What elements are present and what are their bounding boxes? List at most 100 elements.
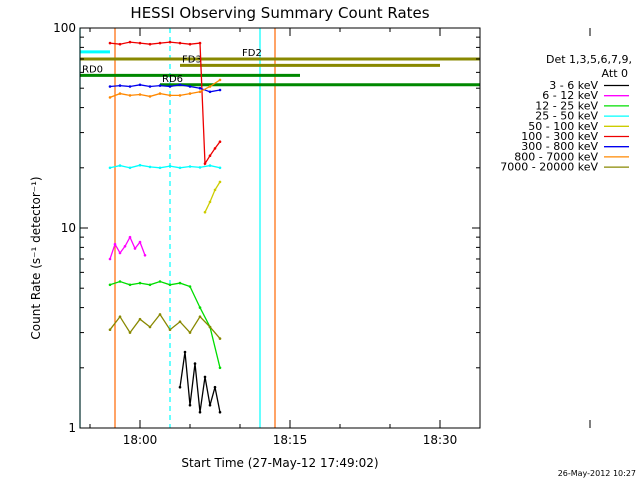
y-tick-label-2: 100 <box>53 21 76 35</box>
series-8-point-3 <box>138 317 142 321</box>
series-5-point-6 <box>168 40 172 44</box>
series-0-point-4 <box>198 410 202 414</box>
series-0-point-7 <box>213 385 217 389</box>
series-6-point-5 <box>158 84 162 87</box>
series-line-7 <box>109 79 221 99</box>
series-line-5 <box>109 41 221 166</box>
series-5-point-5 <box>158 41 162 45</box>
series-1-point-1 <box>113 242 117 246</box>
series-7-point-8 <box>188 92 192 95</box>
series-6-point-9 <box>198 86 202 90</box>
x-tick-label-1: 18:15 <box>273 433 308 447</box>
series-2-point-9 <box>198 306 202 309</box>
legend-label-0: 3 - 6 keV <box>549 79 598 92</box>
series-6-point-6 <box>168 85 172 88</box>
series-3-point-3 <box>138 163 142 167</box>
y-axis-label: Count Rate (s⁻¹ detector⁻¹) <box>29 176 43 339</box>
series-3-point-5 <box>158 166 162 170</box>
series-5-point-1 <box>118 42 122 46</box>
series-1-point-4 <box>128 235 132 239</box>
series-2-point-0 <box>108 283 112 287</box>
series-4-point-3 <box>218 180 222 184</box>
axes-layer: 18:00 18:15 18:30 1 10 100 <box>53 21 591 447</box>
series-7-point-10 <box>208 85 212 88</box>
series-1-point-0 <box>108 257 112 261</box>
x-axis-label: Start Time (27-May-12 17:49:02) <box>181 456 378 470</box>
series-3-point-9 <box>198 166 202 169</box>
series-3-point-10 <box>208 164 212 167</box>
series-8-point-1 <box>118 315 122 319</box>
legend-label-4: 50 - 100 keV <box>528 120 598 133</box>
series-2-point-2 <box>128 283 132 287</box>
legend-label-6: 300 - 800 keV <box>521 140 598 153</box>
series-3-point-6 <box>168 164 172 168</box>
annotation-label-3: FD2 <box>242 48 262 59</box>
series-6-point-0 <box>108 85 112 88</box>
series-2-point-11 <box>218 366 222 370</box>
series-5-point-11 <box>208 154 212 157</box>
series-7-point-0 <box>108 96 112 99</box>
series-0-point-6 <box>208 403 212 407</box>
series-6-point-11 <box>218 88 222 92</box>
series-2-point-1 <box>118 280 122 283</box>
series-4-point-2 <box>213 188 217 192</box>
legend-label-5: 100 - 300 keV <box>521 130 598 143</box>
series-5-point-3 <box>138 41 142 45</box>
series-3-point-7 <box>178 166 182 170</box>
series-0-point-1 <box>183 350 187 354</box>
series-6-point-2 <box>128 85 132 88</box>
legend-header-2: Att 0 <box>602 67 628 80</box>
series-3-point-8 <box>188 165 192 168</box>
series-3-point-2 <box>128 166 132 170</box>
series-4-point-0 <box>203 210 207 214</box>
legend-label-7: 800 - 7000 keV <box>514 150 598 163</box>
series-6-point-8 <box>188 85 192 88</box>
series-3-point-4 <box>148 165 152 169</box>
annotation-label-8: RD6 <box>162 74 183 85</box>
series-5-point-8 <box>188 42 192 46</box>
annotation-label-5: FD3 <box>182 54 202 65</box>
series-5-point-7 <box>178 41 182 45</box>
series-1-point-2 <box>118 251 122 255</box>
series-8-point-2 <box>128 331 132 334</box>
series-5-point-12 <box>213 147 217 150</box>
plot-layer: FD2 FD3 RD0 RD6 <box>79 28 480 428</box>
series-8-point-11 <box>218 337 222 340</box>
series-6-point-3 <box>138 83 142 87</box>
y-axis-label-group: Count Rate (s⁻¹ detector⁻¹) <box>29 176 43 339</box>
series-2-point-3 <box>138 281 142 285</box>
series-5-point-4 <box>148 42 152 46</box>
series-2-point-4 <box>148 283 152 287</box>
series-3-point-1 <box>118 164 122 167</box>
legend-header-1: Det 1,3,5,6,7,9, <box>546 53 632 66</box>
series-5-point-13 <box>218 140 222 143</box>
y-tick-label-1: 10 <box>61 221 76 235</box>
series-7-point-1 <box>118 92 122 95</box>
series-7-point-9 <box>198 90 202 94</box>
series-7-point-7 <box>178 94 182 97</box>
series-8-point-4 <box>148 325 152 329</box>
series-3-point-11 <box>218 166 222 170</box>
legend-label-2: 12 - 25 keV <box>535 99 598 112</box>
series-2-point-8 <box>188 285 192 288</box>
series-0-point-5 <box>203 375 207 379</box>
series-2-point-6 <box>168 283 172 287</box>
series-1-point-5 <box>133 247 137 250</box>
series-7-point-2 <box>128 94 132 97</box>
series-6-point-1 <box>118 84 122 87</box>
series-1-point-6 <box>138 240 142 244</box>
series-1-point-7 <box>143 254 147 257</box>
series-line-8 <box>109 313 221 340</box>
series-6-point-7 <box>178 83 182 87</box>
series-1-point-3 <box>123 245 127 248</box>
legend-label-1: 6 - 12 keV <box>542 89 598 102</box>
series-8-point-9 <box>198 315 202 319</box>
series-line-0 <box>179 351 221 413</box>
series-8-point-8 <box>188 331 192 334</box>
series-0-point-2 <box>188 403 192 407</box>
x-tick-label-0: 18:00 <box>123 433 158 447</box>
series-7-point-6 <box>168 94 172 97</box>
series-0-point-0 <box>178 385 182 389</box>
